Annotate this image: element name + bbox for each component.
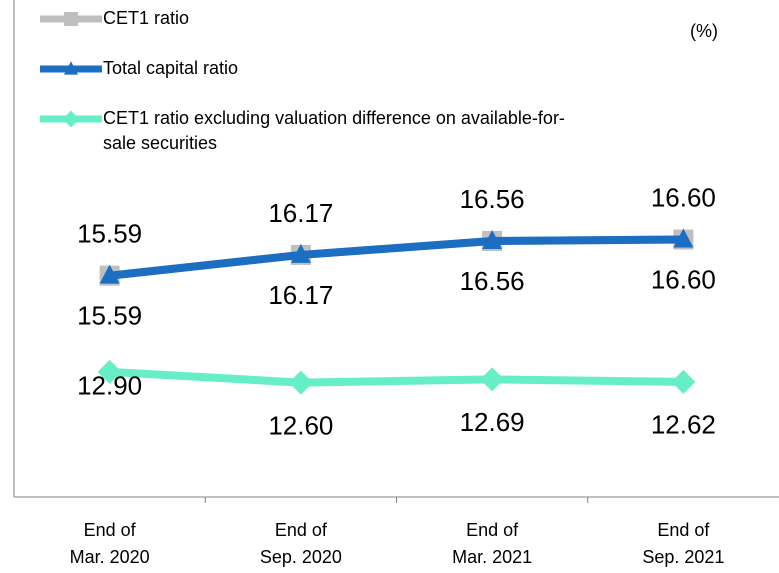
marker (290, 243, 311, 263)
marker (480, 367, 505, 392)
data-label: 16.60 (651, 264, 716, 294)
legend-symbol (40, 61, 102, 75)
legend-label: CET1 ratio (103, 8, 190, 28)
legend-label: CET1 ratio excluding valuation differenc… (103, 108, 565, 153)
marker (97, 359, 122, 384)
marker (673, 228, 694, 248)
unit-label: (%) (690, 21, 718, 41)
x-tick-label: End of Sep. 2021 (642, 520, 725, 567)
data-label: 15.59 (77, 219, 142, 249)
x-tick-label: End of Mar. 2020 (69, 520, 150, 567)
data-label: 16.56 (460, 184, 525, 214)
data-label: 12.69 (460, 407, 525, 437)
data-label: 12.90 (77, 371, 142, 401)
data-label: 16.60 (651, 182, 716, 212)
legend-item: CET1 ratio excluding valuation differenc… (40, 106, 593, 156)
legend-symbol (40, 110, 102, 128)
marker (482, 229, 503, 249)
marker (62, 110, 80, 128)
marker (64, 61, 78, 75)
marker (64, 12, 78, 26)
x-tick-label: End of Mar. 2021 (452, 520, 533, 567)
series-line (109, 235, 684, 280)
legend-label: Total capital ratio (103, 58, 239, 78)
legend-item: Total capital ratio (40, 56, 593, 81)
data-label: 15.59 (77, 301, 142, 331)
data-label: 16.17 (268, 280, 333, 310)
legend-item: CET1 ratio (40, 6, 593, 31)
x-tick-label: End of Sep. 2020 (259, 520, 342, 567)
marker (671, 369, 696, 394)
data-label: 16.17 (268, 198, 333, 228)
series-line (109, 367, 684, 387)
data-label: 16.56 (460, 266, 525, 296)
data-label: 12.62 (651, 410, 716, 440)
data-label: 12.60 (268, 410, 333, 440)
legend-symbol (40, 12, 102, 26)
marker (99, 264, 120, 284)
legend: CET1 ratio Total capital ratio CET1 ratio … (40, 6, 593, 181)
marker (288, 370, 313, 395)
